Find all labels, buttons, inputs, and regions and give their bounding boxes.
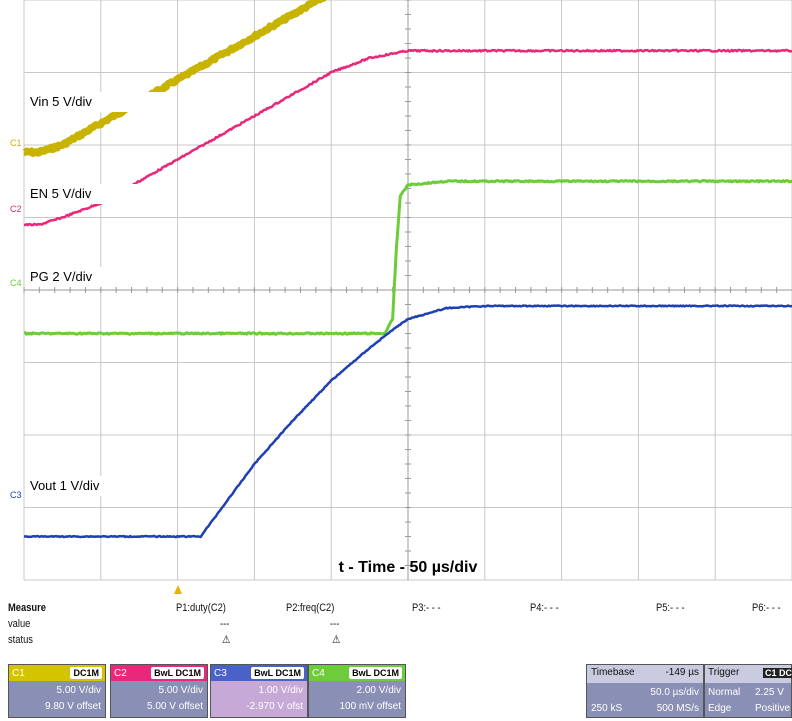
channel-panel-c2[interactable]: C2 BwL DC1M 5.00 V/div 5.00 V offset	[110, 664, 208, 718]
trace-label-background	[26, 184, 176, 204]
trace-label-c4: PG 2 V/div	[30, 269, 93, 284]
channel-offset: 100 mV offset	[339, 701, 401, 712]
trigger-label: Trigger	[708, 667, 740, 678]
timebase-rate: 500 MS/s	[656, 703, 699, 714]
coupling-badge: DC1M	[70, 667, 102, 679]
trigger-panel[interactable]: Trigger C1 DC Normal 2.25 V Edge Positiv…	[704, 664, 792, 718]
trigger-mode: Normal	[708, 687, 741, 698]
measure-param-1[interactable]: P1:duty(C2)	[176, 602, 226, 614]
channel-panel-c1[interactable]: C1 DC1M 5.00 V/div 9.80 V offset	[8, 664, 106, 718]
warning-icon: ⚠	[332, 634, 341, 646]
trace-c4	[23, 179, 792, 336]
channel-vdiv: 5.00 V/div	[158, 685, 203, 696]
measure-param-5[interactable]: P5:- - -	[656, 602, 685, 614]
trigger-position-icon	[174, 585, 182, 594]
trace-labels: Vin 5 V/div C1 EN 5 V/div C2 PG 2 V/div C4 Vou…	[10, 92, 176, 500]
channel-vdiv: 5.00 V/div	[56, 685, 101, 696]
trace-label-c3: Vout 1 V/div	[30, 478, 100, 493]
channel-offset: -2.970 V ofst	[246, 701, 303, 712]
channel-offset: 5.00 V offset	[147, 701, 203, 712]
channel-offset: 9.80 V offset	[45, 701, 101, 712]
oscilloscope-plot: Vin 5 V/div C1 EN 5 V/div C2 PG 2 V/div C4 Vou…	[10, 0, 792, 594]
measurement-panel: Measure value status P1:duty(C2) --- ⚠ P2:f…	[0, 600, 792, 721]
measure-param-3[interactable]: P3:- - -	[412, 602, 441, 614]
channel-panel-c3[interactable]: C3 BwL DC1M 1.00 V/div -2.970 V ofst	[210, 664, 308, 718]
timebase-samples: 250 kS	[591, 703, 623, 714]
channel-vdiv: 2.00 V/div	[356, 685, 401, 696]
channel-name: C1	[12, 667, 25, 679]
coupling-badge: BwL DC1M	[251, 667, 304, 679]
channel-vdiv: 1.00 V/div	[258, 685, 303, 696]
channel-marker-c3: C3	[10, 490, 22, 500]
warning-icon: ⚠	[222, 634, 231, 646]
measure-param-value: ---	[220, 618, 230, 630]
trace-c3	[23, 304, 792, 539]
trace-c2	[23, 48, 792, 227]
trace-label-background	[26, 267, 176, 287]
graticule	[23, 0, 792, 581]
trace-label-background	[26, 92, 176, 112]
measure-title: Measure	[8, 602, 46, 614]
trace-label-background	[26, 476, 176, 496]
channel-name: C3	[214, 667, 227, 679]
channel-marker-c4: C4	[10, 278, 22, 288]
timebase-label: Timebase	[591, 667, 635, 678]
measure-param-6[interactable]: P6:- - -	[752, 602, 781, 614]
trigger-source-badge: C1 DC	[763, 668, 792, 678]
trigger-slope: Positive	[755, 703, 791, 714]
trigger-level: 2.25 V	[755, 687, 784, 698]
channel-name: C4	[312, 667, 325, 679]
channel-marker-c2: C2	[10, 204, 22, 214]
timebase-delay: -149 µs	[665, 667, 699, 678]
timebase-per-div: 50.0 µs/div	[650, 687, 699, 698]
channel-panel-c4[interactable]: C4 BwL DC1M 2.00 V/div 100 mV offset	[308, 664, 406, 718]
channel-name: C2	[114, 667, 127, 679]
measure-param-value: ---	[330, 618, 340, 630]
x-axis-title: t - Time - 50 µs/div	[339, 559, 478, 576]
coupling-badge: BwL DC1M	[151, 667, 204, 679]
measure-param-4[interactable]: P4:- - -	[530, 602, 559, 614]
trace-label-c2: EN 5 V/div	[30, 186, 92, 201]
measure-row-status: status	[8, 634, 33, 646]
trigger-type: Edge	[708, 703, 732, 714]
measure-param-2[interactable]: P2:freq(C2)	[286, 602, 335, 614]
measure-row-value: value	[8, 618, 31, 630]
coupling-badge: BwL DC1M	[349, 667, 402, 679]
trace-label-c1: Vin 5 V/div	[30, 94, 92, 109]
timebase-panel[interactable]: Timebase -149 µs 50.0 µs/div 250 kS 500 …	[586, 664, 704, 718]
channel-marker-c1: C1	[10, 138, 22, 148]
